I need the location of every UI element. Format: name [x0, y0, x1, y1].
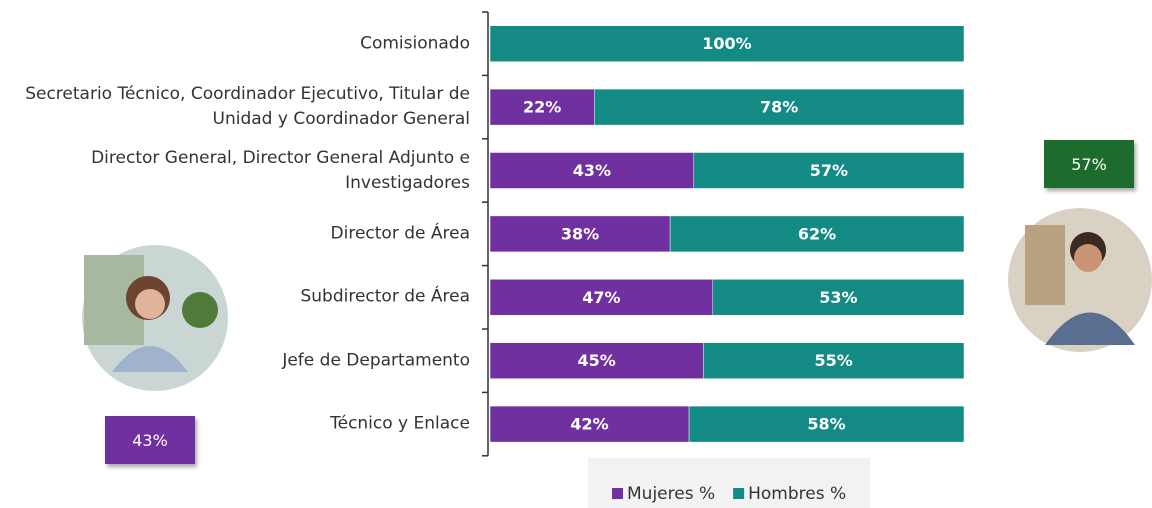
value-label: 22%	[523, 98, 561, 117]
bar-segment	[693, 152, 965, 189]
bar-segment	[489, 279, 714, 316]
value-label: 100%	[702, 34, 751, 53]
category-label: Subdirector de Área	[300, 286, 470, 307]
category-label: Director General, Director General Adjun…	[91, 147, 470, 193]
value-label: 58%	[807, 415, 845, 434]
category-label: Director de Área	[330, 223, 470, 244]
bar-segment	[688, 405, 965, 443]
photo-woman	[82, 245, 228, 391]
category-label: Técnico y Enlace	[330, 413, 470, 434]
bar-segment	[594, 88, 965, 126]
value-label: 57%	[810, 161, 848, 180]
legend-box	[588, 458, 870, 508]
value-label: 42%	[570, 415, 608, 434]
legend-label: Hombres %	[748, 484, 846, 504]
bar-segment	[489, 88, 595, 126]
bar-segment	[712, 279, 965, 316]
annotation-badge: 43%	[105, 416, 195, 464]
bar-segment	[489, 405, 690, 443]
bar-segment	[669, 215, 965, 253]
value-label: 45%	[578, 351, 616, 370]
value-label: 55%	[815, 351, 853, 370]
value-label: 53%	[819, 288, 857, 307]
legend-label: Mujeres %	[627, 484, 715, 504]
category-label: Comisionado	[360, 33, 470, 54]
value-label: 38%	[561, 224, 599, 243]
legend-swatch	[733, 488, 745, 499]
annotation-badge: 57%	[1044, 140, 1134, 188]
category-label: Jefe de Departamento	[282, 350, 470, 371]
legend-swatch	[612, 488, 623, 499]
photo-man	[1008, 208, 1152, 352]
bar-segment	[489, 342, 704, 379]
value-label: 62%	[798, 224, 836, 243]
bar-segment	[703, 342, 965, 379]
bar-segment	[489, 152, 695, 189]
value-label: 78%	[760, 98, 798, 117]
bar-segment	[489, 25, 965, 62]
value-label: 47%	[582, 288, 620, 307]
bar-segment	[489, 215, 671, 253]
category-label: Secretario Técnico, Coordinador Ejecutiv…	[25, 84, 470, 130]
value-label: 43%	[573, 161, 611, 180]
